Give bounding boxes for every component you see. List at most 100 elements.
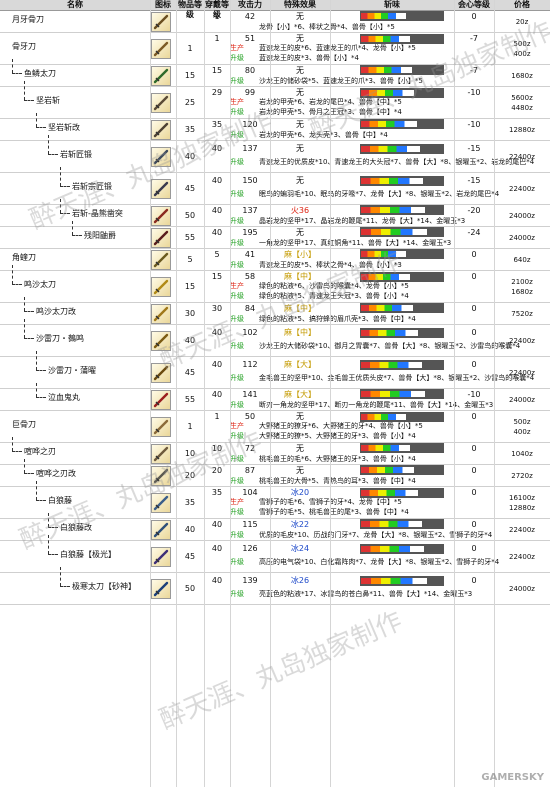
special-effect: 无 <box>296 119 304 129</box>
weapon-name: 喧哗之刃 <box>24 446 56 456</box>
weapon-row[interactable]: 月牙骨刀 1 42 无 0 20z 龙骨【小】*6、棒状之骨*4、兽骨【小】*5 <box>0 11 550 33</box>
recipe-type-label: 升级 <box>230 373 244 382</box>
weapon-name: 白狼藤 <box>48 495 72 505</box>
slot-level: 29 <box>211 88 223 97</box>
weapon-row[interactable]: 骨牙刀 1 1 51 无 -7 500z 400z 生产 蓝速龙王的皮*6、蓝速龙王的爪*4、龙… <box>0 33 550 65</box>
slot-level: 35 <box>211 119 223 129</box>
slot-level: 1 <box>214 34 220 43</box>
item-level: 30 <box>184 309 196 318</box>
weapon-row[interactable]: 鱼鳞太刀 15 15 80 无 -7 1680z 升级 沙龙王的储砂袋*5、蓝速龙王的爪*3、兽… <box>0 59 550 87</box>
weapon-name: 骨牙刀 <box>12 41 36 51</box>
sharpness-bar <box>360 11 444 22</box>
weapon-name: 沙雷刀・蒲曜 <box>48 365 96 375</box>
weapon-row[interactable]: 喧哗之刃改 20 20 87 无 0 2720z 升级 桃毛兽王的大骨*5、青热鸟的耳*3、兽骨… <box>0 459 550 487</box>
attack-value: 137 <box>242 144 258 154</box>
tree-branch <box>72 234 82 236</box>
material-list: 亮蓝色的粘液*17、冰雷鸟的苍白鼻*11、兽骨【大】*14、金曜玉*3 <box>259 589 473 598</box>
item-level: 55 <box>184 233 196 242</box>
long-sword-icon <box>151 330 171 351</box>
weapon-row[interactable]: 巨骨刀 1 1 50 无 0 500z 400z 生产 大野猪王的獠牙*6、大野猪王的牙*4、兽… <box>0 411 550 443</box>
weapon-name: 鱼鳞太刀 <box>24 68 56 78</box>
weapon-row[interactable]: 沙雷刀・鵺鸣 40 40 102 麻【中】 0 22400z 升级 沙龙王的大储砂袋*10、御月… <box>0 319 550 357</box>
slot-level: 15 <box>211 65 223 75</box>
tree-branch <box>48 153 58 155</box>
attack-value: 115 <box>242 519 258 529</box>
attack-value: 141 <box>242 389 258 399</box>
weapon-row[interactable]: 岩斩宗匠锻 45 40 150 无 -15 22400z 升级 眠鸟的蝙羽毛*10、眠鸟的牙喙*… <box>0 167 550 205</box>
column-divider <box>270 0 271 787</box>
weapon-row[interactable]: 角蝰刀5541麻【小】0640z升级青速龙王的皮*5、棒状之骨*4、兽骨【小】*… <box>0 249 550 271</box>
tree-branch <box>36 396 46 398</box>
material-list: 眠鸟的蝙羽毛*10、眠鸟的牙喙*7、龙骨【大】*8、银曜玉*2、岩龙的尾巴*4 <box>259 189 500 198</box>
material-list: 沙龙王的大储砂袋*10、御月之胃囊*7、兽骨【大】*8、银曜玉*2、沙雷鸟的喉囊… <box>259 341 521 350</box>
slot-level: 1 <box>214 412 220 421</box>
sharpness-fill <box>361 391 425 398</box>
slot-level: 40 <box>211 144 223 154</box>
weapon-row[interactable]: 喧哗之刃 10 10 72 无 0 1040z 升级 桃毛兽王的毛*6、大野猪王的牙*3、兽骨【… <box>0 437 550 465</box>
slot-level: 40 <box>211 328 223 338</box>
weapon-row[interactable]: 坚岩斩改 35 35 120 无 -10 12880z 升级 岩龙的甲壳*6、龙头壳*3、兽骨【… <box>0 113 550 141</box>
special-effect: 冰24 <box>290 544 310 554</box>
weapon-row[interactable]: 岩斩匠锻 40 40 137 无 -15 22400z 升级 青速龙王的优质皮*10、青速龙王的… <box>0 135 550 173</box>
tree-branch <box>36 369 46 371</box>
special-effect: 无 <box>296 11 304 21</box>
tree-branch <box>24 337 34 339</box>
weapon-row[interactable]: 残阳鼬爵 55 40 195 无 -24 24000z 升级 一角龙的坚甲*17、真红铜角*11… <box>0 221 550 249</box>
weapon-row[interactable]: 极寒太刀【砂神】 50 40 139 冰26 0 24000z 升级 亮蓝色的粘液*17、冰雷鸟… <box>0 567 550 605</box>
tree-stem <box>48 535 49 554</box>
long-sword-icon <box>151 578 171 599</box>
weapon-row[interactable]: 白狼藤【极光】 45 40 126 冰24 0 22400z 升级 高压的电气袋*10、白化霜阵… <box>0 535 550 573</box>
weapon-name: 白狼藤改 <box>60 522 92 532</box>
attack-value: 87 <box>244 465 256 475</box>
weapon-row[interactable]: 泣血鬼丸 55 40 141 麻【大】 -10 24000z 升级 断刃一角龙的坚甲*17、断刃… <box>0 383 550 411</box>
tree-stem <box>24 81 25 100</box>
sharpness-fill <box>361 229 427 236</box>
weapon-name: 岩斩匠锻 <box>60 149 92 159</box>
weapon-row[interactable]: 沙雷刀・蒲曜 45 40 112 麻【大】 0 22400z 升级 金毛兽王的坚甲*10、金毛兽… <box>0 351 550 389</box>
tree-branch <box>60 185 70 187</box>
recipe-type-label: 升级 <box>230 157 244 166</box>
long-sword-icon <box>151 443 171 464</box>
recipe-type-label: 升级 <box>230 341 244 350</box>
affinity-value: 0 <box>471 360 477 370</box>
material-list: 优质的毛皮*10、历战的门牙*7、龙骨【大】*8、银曜玉*2、雪狮子的牙*4 <box>259 530 493 539</box>
long-sword-icon <box>151 492 171 513</box>
sharpness-bar <box>360 359 444 370</box>
recipe-type-label: 生产 <box>230 44 244 52</box>
special-effect: 无 <box>296 34 304 43</box>
price-value: 1680z <box>511 71 533 80</box>
special-effect: 麻【大】 <box>284 389 316 399</box>
tree-stem <box>48 135 49 154</box>
item-level: 50 <box>184 584 196 593</box>
price-value: 22400z <box>509 525 535 534</box>
sharpness-bar <box>360 543 444 554</box>
tree-branch <box>12 72 22 74</box>
recipe-type-label: 升级 <box>230 76 244 85</box>
recipe-type-label: 升级 <box>230 108 244 116</box>
weapon-row[interactable]: 岩斩-晶熊凿突 50 40 137 火36 -20 24000z 升级 晶岩龙的坚甲*17、晶岩… <box>0 199 550 227</box>
weapon-row[interactable]: 鸣沙太刀改 30 30 84 麻【中】 0 7520z 升级 绿色的粘液*5、搞狩蜂的眉爪壳*3… <box>0 297 550 325</box>
special-effect: 无 <box>296 65 304 75</box>
affinity-value: -15 <box>467 144 481 154</box>
special-effect: 冰26 <box>290 576 310 586</box>
item-level: 20 <box>184 471 196 480</box>
tree-stem <box>48 513 49 527</box>
weapon-row[interactable]: 白狼藤改 40 40 115 冰22 0 22400z 升级 优质的毛皮*10、历战的门牙*7、… <box>0 513 550 541</box>
item-level: 25 <box>184 98 196 107</box>
affinity-value: -20 <box>467 205 481 215</box>
sharpness-bar <box>360 411 444 422</box>
special-effect: 冰22 <box>290 519 310 529</box>
affinity-value: -7 <box>470 34 478 43</box>
tree-branch <box>24 99 34 101</box>
weapon-row[interactable]: 鸣沙太刀 15 15 58 麻【中】 0 2100z 1680z 生产 绿色的粘液*6、沙雷鸟的… <box>0 265 550 303</box>
sharpness-fill <box>361 67 412 74</box>
sharpness-fill <box>361 13 407 20</box>
long-sword-icon <box>151 249 171 270</box>
price-value: 22400z <box>509 336 535 345</box>
item-level: 15 <box>184 71 196 80</box>
price-value: 24000z <box>509 584 535 593</box>
sharpness-fill <box>361 251 407 258</box>
special-effect: 无 <box>296 443 304 453</box>
weapon-name: 岩斩宗匠锻 <box>72 181 112 191</box>
